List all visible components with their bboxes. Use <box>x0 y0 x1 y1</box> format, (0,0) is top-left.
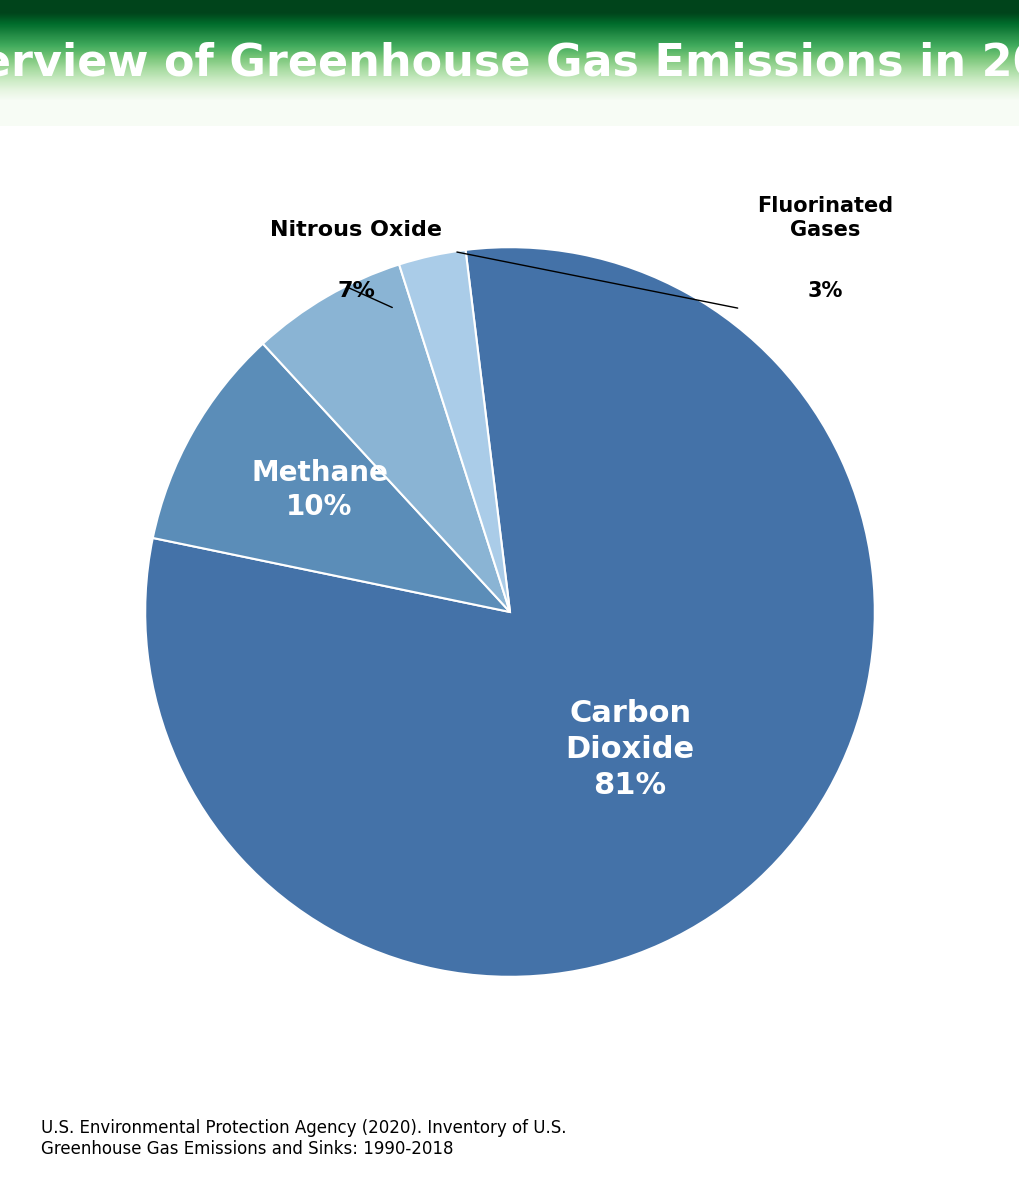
Text: Fluorinated
Gases: Fluorinated Gases <box>756 197 892 240</box>
Text: Nitrous Oxide: Nitrous Oxide <box>270 220 442 240</box>
Wedge shape <box>263 264 510 612</box>
Text: U.S. Environmental Protection Agency (2020). Inventory of U.S.
Greenhouse Gas Em: U.S. Environmental Protection Agency (20… <box>41 1118 566 1158</box>
Text: Methane
10%: Methane 10% <box>251 458 387 522</box>
Text: Overview of Greenhouse Gas Emissions in 2018: Overview of Greenhouse Gas Emissions in … <box>0 42 1019 84</box>
Wedge shape <box>398 250 510 612</box>
Text: 3%: 3% <box>806 281 842 301</box>
Wedge shape <box>145 247 874 977</box>
Text: Carbon
Dioxide
81%: Carbon Dioxide 81% <box>565 698 694 799</box>
Wedge shape <box>153 343 510 612</box>
Text: 7%: 7% <box>337 281 375 301</box>
